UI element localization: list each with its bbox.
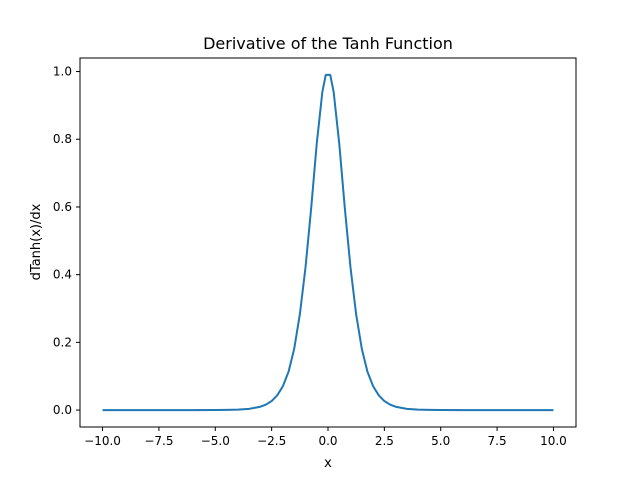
x-tick-label: −2.5 (257, 434, 286, 448)
x-tick-label: 7.5 (488, 434, 507, 448)
y-tick-label: 0.4 (53, 268, 72, 282)
x-tick-label: −7.5 (144, 434, 173, 448)
y-tick-label: 1.0 (53, 65, 72, 79)
x-tick-label: −5.0 (201, 434, 230, 448)
x-tick-label: −10.0 (84, 434, 121, 448)
series-line-0 (102, 73, 554, 412)
y-axis-label: dTanh(x)/dx (29, 203, 44, 280)
plot-area (102, 73, 554, 412)
x-tick-label: 10.0 (540, 434, 567, 448)
x-axis-label: x (324, 456, 332, 471)
x-axis: −10.0 −7.5 −5.0 −2.5 0.0 2.5 5.0 7.5 10.0 (84, 427, 567, 448)
chart-title: Derivative of the Tanh Function (203, 34, 453, 53)
y-axis: 0.0 0.2 0.4 0.6 0.8 1.0 (53, 65, 80, 417)
y-tick-label: 0.8 (53, 132, 72, 146)
y-tick-label: 0.0 (53, 403, 72, 417)
x-tick-label: 5.0 (431, 434, 450, 448)
y-tick-label: 0.6 (53, 200, 72, 214)
y-tick-label: 0.2 (53, 335, 72, 349)
x-tick-label: 0.0 (318, 434, 337, 448)
x-tick-label: 2.5 (375, 434, 394, 448)
